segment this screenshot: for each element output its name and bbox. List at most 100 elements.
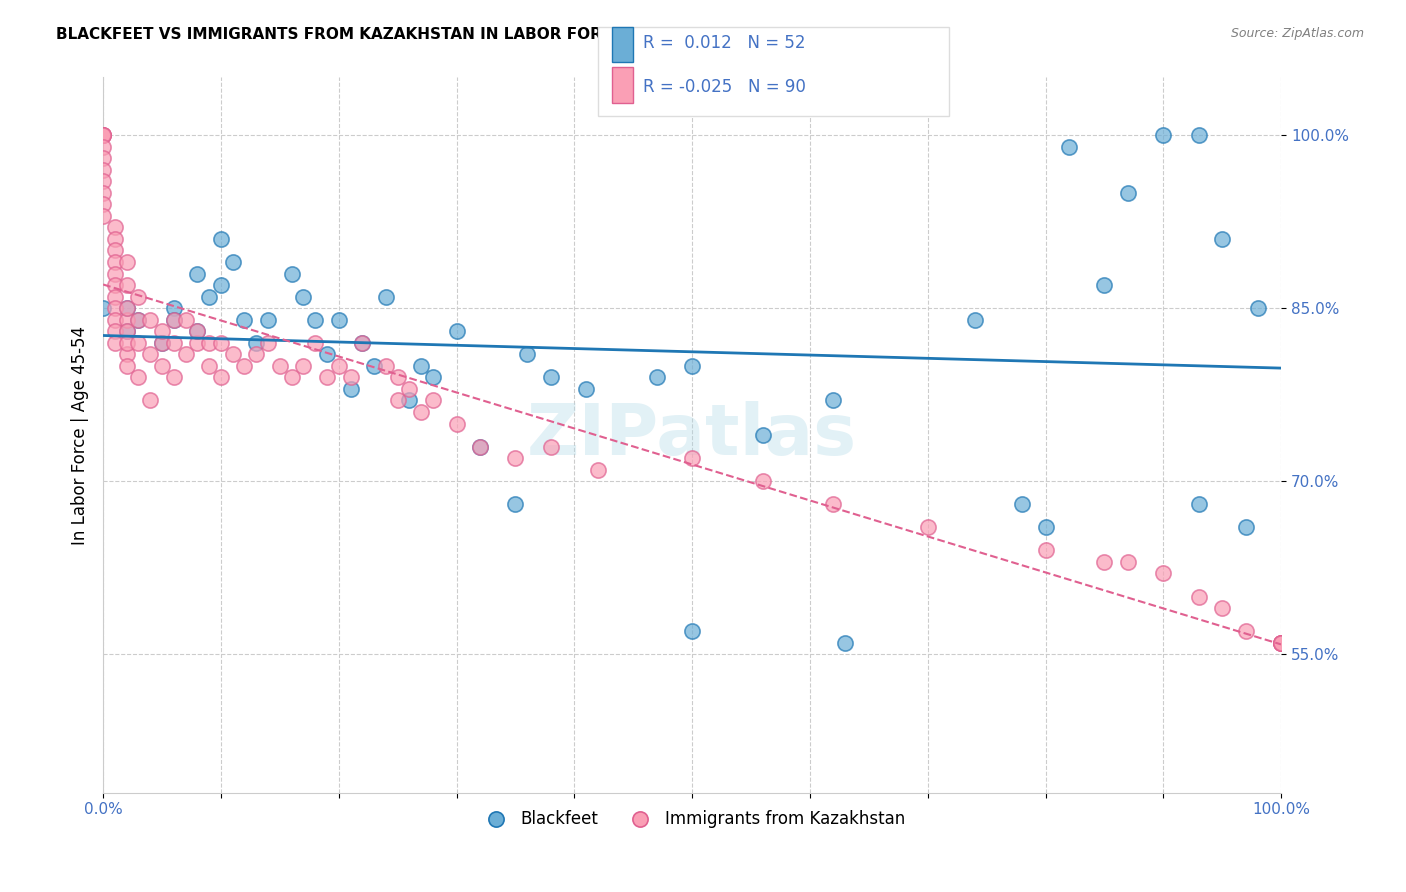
Point bbox=[387, 393, 409, 408]
Point bbox=[104, 232, 127, 246]
Point bbox=[104, 335, 127, 350]
Point bbox=[150, 359, 173, 373]
Point bbox=[104, 324, 127, 338]
Point bbox=[1234, 624, 1257, 639]
Point bbox=[1270, 636, 1292, 650]
Point bbox=[374, 359, 396, 373]
Point bbox=[1035, 520, 1057, 534]
Point bbox=[198, 335, 221, 350]
Point bbox=[328, 312, 350, 326]
Point bbox=[1188, 497, 1211, 511]
Point bbox=[1188, 590, 1211, 604]
Point bbox=[91, 151, 114, 165]
Point bbox=[1116, 186, 1139, 200]
Point bbox=[586, 463, 609, 477]
Point bbox=[245, 347, 267, 361]
Point bbox=[1092, 278, 1115, 293]
Point bbox=[104, 290, 127, 304]
Point bbox=[127, 290, 149, 304]
Point bbox=[1152, 566, 1174, 581]
Point bbox=[645, 370, 668, 384]
Text: R = -0.025   N = 90: R = -0.025 N = 90 bbox=[643, 78, 806, 96]
Point bbox=[104, 244, 127, 258]
Point bbox=[91, 128, 114, 142]
Point bbox=[422, 393, 444, 408]
Point bbox=[233, 312, 256, 326]
Point bbox=[174, 312, 197, 326]
Point bbox=[91, 162, 114, 177]
Point bbox=[1116, 555, 1139, 569]
Point bbox=[245, 335, 267, 350]
Point bbox=[104, 255, 127, 269]
Point bbox=[127, 335, 149, 350]
Point bbox=[222, 347, 245, 361]
Point bbox=[163, 312, 186, 326]
Point bbox=[374, 290, 396, 304]
Point bbox=[1011, 497, 1033, 511]
Point bbox=[681, 359, 703, 373]
Point bbox=[91, 301, 114, 315]
Point bbox=[1211, 601, 1233, 615]
Point bbox=[209, 278, 232, 293]
Point bbox=[150, 324, 173, 338]
Point bbox=[91, 128, 114, 142]
Point bbox=[1152, 128, 1174, 142]
Point bbox=[1188, 128, 1211, 142]
Point bbox=[316, 347, 339, 361]
Point bbox=[186, 267, 208, 281]
Point bbox=[209, 335, 232, 350]
Point bbox=[91, 174, 114, 188]
Point bbox=[1270, 636, 1292, 650]
Y-axis label: In Labor Force | Age 45-54: In Labor Force | Age 45-54 bbox=[72, 326, 89, 544]
Point bbox=[823, 497, 845, 511]
Point bbox=[91, 128, 114, 142]
Point bbox=[186, 324, 208, 338]
Point bbox=[104, 312, 127, 326]
Point bbox=[398, 393, 420, 408]
Point bbox=[174, 347, 197, 361]
Point bbox=[104, 278, 127, 293]
Point bbox=[446, 417, 468, 431]
Point bbox=[209, 370, 232, 384]
Point bbox=[139, 393, 162, 408]
Point bbox=[163, 301, 186, 315]
Point bbox=[304, 335, 326, 350]
Point bbox=[339, 370, 361, 384]
Point bbox=[1035, 543, 1057, 558]
Point bbox=[104, 220, 127, 235]
Point bbox=[411, 359, 433, 373]
Point bbox=[446, 324, 468, 338]
Point bbox=[163, 370, 186, 384]
Point bbox=[257, 335, 280, 350]
Point bbox=[1270, 636, 1292, 650]
Point bbox=[91, 186, 114, 200]
Legend: Blackfeet, Immigrants from Kazakhstan: Blackfeet, Immigrants from Kazakhstan bbox=[472, 803, 912, 834]
Point bbox=[328, 359, 350, 373]
Point bbox=[115, 312, 138, 326]
Text: ZIPatlas: ZIPatlas bbox=[527, 401, 858, 469]
Point bbox=[1270, 636, 1292, 650]
Point bbox=[115, 255, 138, 269]
Point bbox=[186, 324, 208, 338]
Point bbox=[91, 139, 114, 153]
Point bbox=[115, 324, 138, 338]
Point bbox=[823, 393, 845, 408]
Point bbox=[1211, 232, 1233, 246]
Point bbox=[280, 370, 302, 384]
Point bbox=[91, 209, 114, 223]
Point bbox=[1092, 555, 1115, 569]
Point bbox=[198, 359, 221, 373]
Point bbox=[139, 312, 162, 326]
Point bbox=[575, 382, 598, 396]
Point bbox=[468, 440, 491, 454]
Point bbox=[186, 335, 208, 350]
Text: BLACKFEET VS IMMIGRANTS FROM KAZAKHSTAN IN LABOR FORCE | AGE 45-54 CORRELATION C: BLACKFEET VS IMMIGRANTS FROM KAZAKHSTAN … bbox=[56, 27, 917, 43]
Point bbox=[540, 370, 562, 384]
Point bbox=[115, 324, 138, 338]
Point bbox=[115, 359, 138, 373]
Point bbox=[304, 312, 326, 326]
Point bbox=[209, 232, 232, 246]
Point bbox=[411, 405, 433, 419]
Point bbox=[127, 312, 149, 326]
Point bbox=[222, 255, 245, 269]
